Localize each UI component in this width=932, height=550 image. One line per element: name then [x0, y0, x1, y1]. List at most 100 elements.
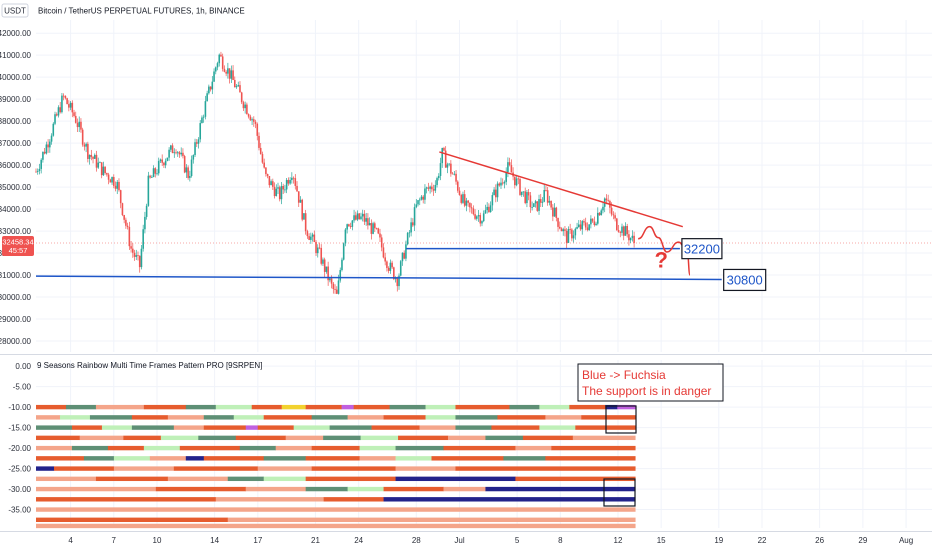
danger-note[interactable]: Blue -> Fuchsia The support is in danger	[577, 363, 724, 402]
candle-body	[543, 190, 546, 202]
candle-body	[505, 172, 507, 182]
candle-body	[431, 186, 433, 190]
rainbow-segment	[431, 456, 504, 461]
candle-body	[382, 247, 385, 258]
time-axis[interactable]: 4 7 10 14 17 21 24 28 Jul 5 8 12 15 19 22 26 29 Aug	[68, 536, 913, 545]
candle-body	[151, 177, 153, 178]
candle-body	[598, 212, 601, 216]
candle-body	[240, 92, 243, 103]
candle-body	[189, 176, 191, 178]
candle-body	[335, 289, 338, 294]
rainbow-segment	[107, 445, 145, 451]
rainbow-segment	[227, 476, 265, 482]
candle-body	[69, 102, 72, 108]
candle-body	[538, 199, 540, 211]
rainbow-segment	[203, 415, 235, 420]
rainbow-segment	[281, 404, 306, 410]
candle-body	[178, 152, 181, 155]
candle-body	[595, 223, 597, 226]
main-price-axis[interactable]: 42000.00 41000.00 40000.00 39000.00 38000.00…	[0, 29, 32, 346]
candle-body	[386, 261, 388, 268]
user-drawings[interactable]: ? 32200 30800	[35, 151, 767, 292]
resistance-trendline[interactable]	[439, 151, 684, 228]
candle-body	[565, 230, 568, 243]
candle-body	[294, 178, 297, 186]
rainbow-segment	[155, 486, 247, 492]
time-tick-label: 7	[112, 536, 117, 545]
rainbow-segment	[389, 404, 426, 410]
candle-body	[50, 135, 53, 142]
candle-body	[87, 143, 89, 159]
rainbow-segment	[36, 425, 73, 430]
rainbow-segment	[179, 445, 241, 451]
candle-body	[488, 206, 490, 213]
candle-body	[413, 207, 416, 226]
candle-body	[503, 181, 506, 184]
candle-body	[491, 195, 494, 206]
candle-body	[132, 248, 134, 253]
candle-body	[43, 151, 46, 154]
candle-body	[399, 261, 402, 276]
rainbow-segment	[233, 415, 265, 420]
candle-body	[564, 229, 566, 231]
time-tick-label: 4	[68, 536, 73, 545]
candle-body	[246, 104, 248, 115]
rainbow-segment	[36, 486, 157, 492]
currency-label: USDT	[4, 7, 26, 16]
candle-body	[112, 177, 115, 186]
candle-body	[123, 215, 125, 220]
candle-body	[285, 179, 288, 190]
candle-body	[495, 189, 497, 198]
candle-body	[341, 259, 343, 271]
support-line-lower[interactable]	[35, 275, 722, 281]
candle-body	[455, 173, 457, 182]
candle-body	[292, 177, 295, 179]
candle-body	[297, 191, 300, 203]
candle-body	[62, 95, 65, 97]
candle-body	[342, 243, 345, 260]
price-tick-label: 30000.00	[0, 293, 32, 302]
candle-body	[493, 189, 495, 196]
rainbow-segment	[263, 476, 306, 482]
price-tick-label: 28000.00	[0, 337, 32, 346]
support-upper-label: 32200	[684, 242, 720, 257]
main-title: Bitcoin / TetherUS PERPETUAL FUTURES, 1h…	[38, 7, 245, 16]
candle-body	[208, 86, 210, 94]
candle-body	[429, 186, 431, 189]
rainbow-segment	[89, 415, 133, 420]
candle-body	[607, 200, 609, 202]
candle-body	[277, 187, 279, 189]
support-lower-tag	[723, 268, 767, 292]
candle-body	[425, 187, 428, 189]
candle-body	[474, 214, 476, 219]
candle-body	[176, 152, 179, 154]
candle-body	[327, 266, 329, 281]
time-tick-label: 15	[657, 536, 666, 545]
candle-body	[95, 154, 98, 168]
rainbow-segment	[311, 415, 348, 420]
candle-body	[228, 68, 231, 79]
rainbow-segment	[257, 466, 312, 471]
candle-body	[358, 213, 361, 220]
candle-body	[173, 152, 176, 154]
candle-body	[213, 71, 215, 82]
candle-body	[282, 185, 284, 190]
candle-body	[251, 119, 253, 121]
candle-body	[254, 121, 257, 124]
candle-body	[135, 255, 138, 257]
indicator-tick-label: 0.00	[15, 362, 31, 371]
candle-body	[107, 174, 110, 180]
candle-body	[170, 145, 172, 150]
candle-body	[166, 157, 169, 161]
candle-body	[233, 79, 236, 88]
rainbow-segment	[293, 425, 330, 430]
indicator-value-axis[interactable]: 0.00 -5.00 -10.00 -15.00 -20.00 -25.00 -30.00 -…	[8, 362, 31, 514]
candle-body	[329, 278, 331, 281]
rainbow-segment	[36, 456, 85, 461]
candle-body	[356, 213, 359, 220]
candle-body	[346, 224, 348, 230]
candle-body	[227, 68, 229, 74]
candle-body	[315, 242, 317, 254]
rainbow-segment	[569, 404, 606, 410]
candle-body	[584, 222, 587, 228]
